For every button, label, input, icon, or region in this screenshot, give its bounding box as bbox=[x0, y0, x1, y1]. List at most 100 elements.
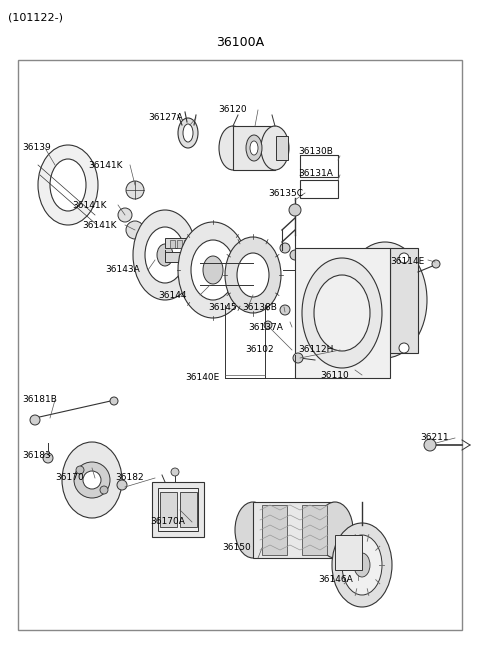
Bar bbox=[18, 60, 462, 630]
Text: 36211: 36211 bbox=[420, 434, 449, 443]
Ellipse shape bbox=[118, 208, 132, 222]
Text: 36139: 36139 bbox=[22, 144, 51, 152]
Ellipse shape bbox=[178, 118, 198, 148]
Ellipse shape bbox=[399, 343, 409, 353]
Text: 36138B: 36138B bbox=[242, 302, 277, 312]
Bar bbox=[335, 535, 362, 570]
Text: 36181B: 36181B bbox=[22, 396, 57, 405]
Text: 36182: 36182 bbox=[115, 474, 144, 483]
Ellipse shape bbox=[100, 486, 108, 494]
Ellipse shape bbox=[157, 244, 173, 266]
Text: 36141K: 36141K bbox=[88, 161, 122, 169]
Ellipse shape bbox=[280, 243, 290, 253]
Ellipse shape bbox=[342, 535, 382, 595]
Text: 36114E: 36114E bbox=[390, 258, 424, 266]
Ellipse shape bbox=[399, 253, 409, 263]
Bar bbox=[219, 240, 224, 248]
Bar bbox=[212, 240, 217, 248]
Ellipse shape bbox=[432, 260, 440, 268]
Text: 36137A: 36137A bbox=[248, 323, 283, 331]
Ellipse shape bbox=[50, 159, 86, 211]
Bar bbox=[262, 505, 287, 555]
Bar bbox=[165, 252, 220, 262]
Ellipse shape bbox=[355, 258, 415, 342]
Text: 36127A: 36127A bbox=[148, 113, 183, 123]
Text: 36110: 36110 bbox=[320, 371, 349, 380]
Bar bbox=[158, 488, 198, 531]
Bar bbox=[253, 502, 335, 558]
Text: 36150: 36150 bbox=[222, 544, 251, 552]
Bar bbox=[184, 240, 189, 248]
Ellipse shape bbox=[30, 415, 40, 425]
Ellipse shape bbox=[126, 181, 144, 199]
Ellipse shape bbox=[133, 210, 197, 300]
Bar bbox=[300, 180, 338, 198]
Bar bbox=[302, 505, 327, 555]
Text: 36130B: 36130B bbox=[298, 148, 333, 157]
Polygon shape bbox=[30, 155, 105, 330]
Ellipse shape bbox=[225, 237, 281, 313]
Ellipse shape bbox=[317, 502, 353, 558]
Ellipse shape bbox=[280, 305, 290, 315]
Ellipse shape bbox=[203, 256, 223, 284]
Text: 36120: 36120 bbox=[218, 106, 247, 115]
Text: 36170A: 36170A bbox=[150, 518, 185, 527]
Ellipse shape bbox=[370, 278, 400, 322]
Text: 36146A: 36146A bbox=[318, 575, 353, 584]
Bar bbox=[233, 126, 275, 170]
Bar bbox=[276, 136, 288, 160]
Bar bbox=[300, 155, 338, 177]
Ellipse shape bbox=[183, 124, 193, 142]
Text: 36112H: 36112H bbox=[298, 346, 334, 354]
Bar bbox=[160, 492, 177, 527]
Ellipse shape bbox=[332, 523, 392, 607]
Ellipse shape bbox=[38, 145, 98, 225]
Ellipse shape bbox=[261, 126, 289, 170]
Text: 36170: 36170 bbox=[55, 474, 84, 483]
Ellipse shape bbox=[343, 242, 427, 358]
Bar bbox=[170, 240, 175, 248]
Text: (101122-): (101122-) bbox=[8, 13, 63, 23]
Text: 36183: 36183 bbox=[22, 451, 51, 459]
Ellipse shape bbox=[250, 141, 258, 155]
Ellipse shape bbox=[237, 253, 269, 297]
Ellipse shape bbox=[289, 204, 301, 216]
Ellipse shape bbox=[126, 221, 144, 239]
Ellipse shape bbox=[74, 462, 110, 498]
Text: 36102: 36102 bbox=[245, 346, 274, 354]
Text: 36143A: 36143A bbox=[105, 266, 140, 274]
Ellipse shape bbox=[145, 227, 185, 283]
Ellipse shape bbox=[424, 439, 436, 451]
Ellipse shape bbox=[246, 135, 262, 161]
Text: 36140E: 36140E bbox=[185, 373, 219, 382]
Ellipse shape bbox=[62, 442, 122, 518]
Ellipse shape bbox=[302, 258, 382, 368]
Ellipse shape bbox=[43, 453, 53, 463]
Bar bbox=[191, 240, 196, 248]
Ellipse shape bbox=[235, 502, 271, 558]
Text: 36141K: 36141K bbox=[82, 220, 117, 230]
Ellipse shape bbox=[171, 468, 179, 476]
Ellipse shape bbox=[354, 553, 370, 577]
Ellipse shape bbox=[191, 240, 235, 300]
Ellipse shape bbox=[219, 126, 247, 170]
Ellipse shape bbox=[314, 275, 370, 351]
Ellipse shape bbox=[110, 397, 118, 405]
Text: 36135C: 36135C bbox=[268, 188, 303, 197]
Bar bbox=[295, 248, 390, 378]
Bar bbox=[205, 240, 210, 248]
Text: 36131A: 36131A bbox=[298, 169, 333, 178]
Bar bbox=[180, 492, 197, 527]
Ellipse shape bbox=[117, 480, 127, 490]
Ellipse shape bbox=[293, 353, 303, 363]
Bar bbox=[177, 240, 182, 248]
Ellipse shape bbox=[76, 466, 84, 474]
Ellipse shape bbox=[178, 222, 248, 318]
Text: 36144: 36144 bbox=[158, 291, 187, 300]
Text: 36100A: 36100A bbox=[216, 35, 264, 49]
Bar bbox=[390, 248, 418, 353]
Bar bbox=[152, 482, 204, 537]
Ellipse shape bbox=[83, 471, 101, 489]
Text: 36145: 36145 bbox=[208, 302, 237, 312]
Bar bbox=[165, 238, 220, 248]
